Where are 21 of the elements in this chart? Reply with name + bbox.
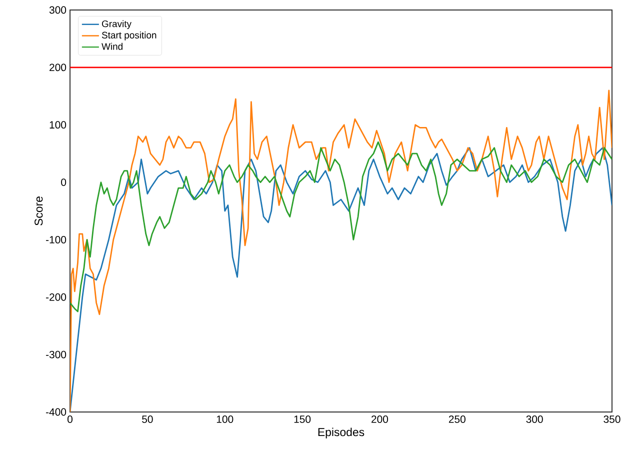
x-axis-title: Episodes — [318, 428, 364, 438]
y-tick-label: -300 — [46, 350, 66, 358]
x-tick-label: 250 — [448, 416, 466, 423]
x-tick-label: 100 — [216, 416, 234, 423]
x-tick-label: 150 — [294, 416, 311, 423]
x-tick-label: 200 — [372, 416, 388, 423]
legend-label: Gravity — [102, 20, 132, 30]
legend-label: Start position — [102, 32, 156, 40]
y-tick-label: -200 — [46, 293, 66, 301]
x-tick-label: 350 — [604, 416, 620, 423]
y-tick-label: 300 — [49, 6, 66, 14]
y-axis-title: Score — [34, 196, 43, 226]
x-tick-label: 300 — [526, 416, 543, 423]
y-tick-label: -100 — [46, 236, 66, 244]
x-tick-label: 0 — [68, 416, 73, 423]
legend-label: Wind — [102, 42, 122, 50]
y-tick-label: 100 — [50, 121, 66, 129]
x-tick-label: 50 — [142, 416, 153, 423]
y-tick-label: 0 — [61, 178, 66, 186]
y-tick-label: -400 — [46, 408, 66, 416]
y-tick-label: 200 — [50, 64, 66, 72]
